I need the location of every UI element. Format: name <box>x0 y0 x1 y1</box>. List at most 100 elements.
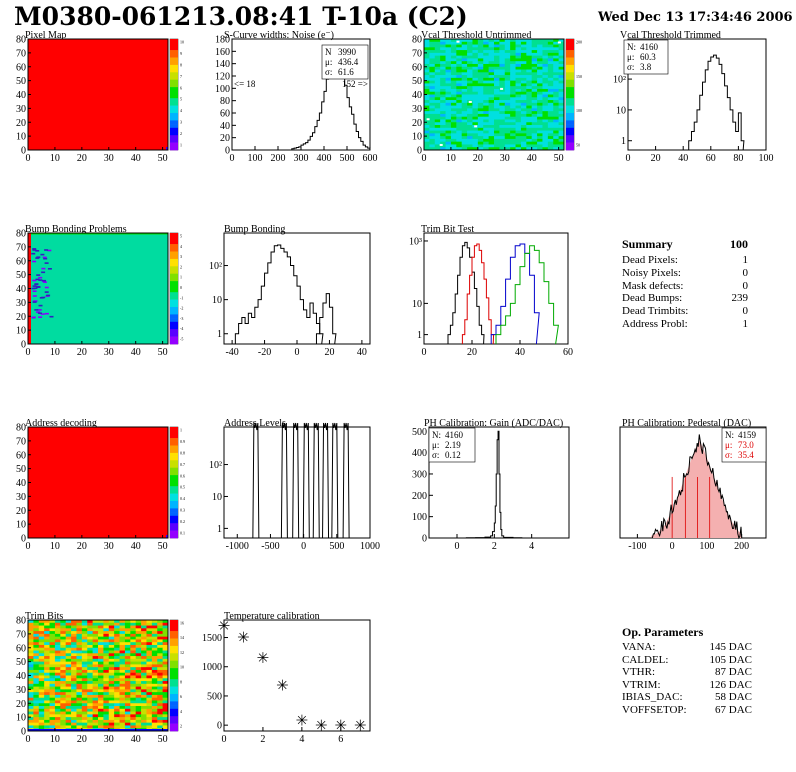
heatmap-cell <box>547 97 554 101</box>
heatmap-cell <box>477 72 484 76</box>
heatmap-cell <box>456 130 462 134</box>
heatmap-cell <box>71 675 77 679</box>
histogram-line <box>315 293 337 345</box>
heatmap-cell <box>472 88 479 93</box>
heatmap-cell <box>526 125 532 129</box>
heatmap-cell <box>44 633 50 637</box>
heatmap-cell <box>98 667 104 671</box>
y-tick-label: 60 <box>16 256 26 267</box>
heatmap-cell <box>456 119 462 123</box>
heatmap-cell <box>461 102 468 106</box>
color-scale-band <box>170 497 178 502</box>
dead-bump <box>37 309 42 311</box>
color-scale-band <box>170 716 178 721</box>
heatmap-cell <box>450 113 457 117</box>
y-tick-label: 10³ <box>409 236 422 247</box>
heatmap-cell <box>33 678 40 682</box>
heatmap-cell <box>488 111 495 115</box>
heatmap-cell <box>92 633 99 637</box>
heatmap-cell <box>38 692 45 696</box>
heatmap-cell <box>450 50 457 54</box>
heatmap-cell <box>87 672 93 676</box>
address-peak <box>292 422 300 539</box>
heatmap-cell <box>151 653 158 657</box>
heatmap-cell <box>135 639 142 643</box>
heatmap-cell <box>81 719 88 723</box>
chart-title: Vcal Threshold Untrimmed <box>421 30 531 41</box>
heatmap-cell <box>38 633 45 637</box>
color-scale-label: 6 <box>180 85 182 90</box>
heatmap-cell <box>92 717 99 721</box>
heatmap-cell <box>515 141 522 145</box>
x-tick-label: 30 <box>104 153 114 164</box>
heatmap-cell <box>440 50 446 54</box>
heatmap-cell <box>135 656 142 660</box>
heatmap-cell <box>108 650 115 654</box>
heatmap-cell <box>157 669 163 674</box>
heatmap-cell <box>520 41 527 45</box>
heatmap-cell <box>499 75 506 79</box>
heatmap-cell <box>456 116 462 120</box>
heatmap-cell <box>467 113 473 117</box>
data-point: ✳ <box>276 678 289 694</box>
heatmap-cell <box>87 625 93 629</box>
color-scale-label: 8 <box>180 679 182 684</box>
heatmap-cell <box>135 647 142 651</box>
heatmap-cell <box>510 75 516 79</box>
color-scale-band <box>170 445 178 450</box>
heatmap-cell <box>76 625 83 629</box>
color-scale-band <box>170 336 178 341</box>
heatmap-cell <box>157 706 163 710</box>
heatmap-cell <box>49 669 56 674</box>
heatmap-cell <box>81 642 88 646</box>
heatmap-cell <box>429 44 436 48</box>
color-scale-label: -4 <box>180 326 183 331</box>
heatmap-cell <box>98 661 104 665</box>
heatmap-cell <box>531 113 538 117</box>
heatmap-cell <box>477 111 484 115</box>
heatmap-cell <box>141 647 147 651</box>
heatmap-cell <box>141 625 147 629</box>
heatmap-cell <box>49 686 56 690</box>
histogram-line <box>688 54 745 151</box>
color-scale-band <box>170 120 178 125</box>
heatmap-cell <box>71 683 77 687</box>
heatmap-cell <box>162 686 169 690</box>
heatmap-cell <box>54 628 61 632</box>
heatmap-cell <box>515 63 522 68</box>
summary-row: Mask defects: 0 <box>622 280 748 293</box>
heatmap-cell <box>553 113 559 117</box>
color-scale-band <box>170 526 178 531</box>
heatmap-cell <box>477 88 484 93</box>
color-scale-band <box>170 50 178 55</box>
heatmap-cell <box>547 138 554 142</box>
heatmap-cell <box>124 717 131 721</box>
heatmap-cell <box>162 661 169 665</box>
color-scale-band <box>170 660 178 665</box>
heatmap-cell <box>38 714 45 718</box>
heatmap-cell <box>103 658 110 662</box>
heatmap-cell <box>467 130 473 134</box>
heatmap-cell <box>510 39 516 43</box>
heatmap-cell <box>49 711 56 715</box>
heatmap-cell <box>92 631 99 635</box>
heatmap-cell <box>461 66 468 70</box>
heatmap-cell <box>434 147 441 151</box>
heatmap-cell <box>526 97 532 101</box>
heatmap-cell <box>108 642 115 646</box>
heatmap-cell <box>38 622 45 626</box>
x-tick-label: 100 <box>248 153 263 164</box>
heatmap-cell <box>151 628 158 632</box>
heatmap-cell <box>547 77 554 81</box>
dead-bump <box>35 250 40 252</box>
heatmap-cell <box>424 127 430 131</box>
heatmap-cell <box>520 141 527 145</box>
heatmap-cell <box>38 664 45 668</box>
heatmap-cell <box>483 127 489 131</box>
heatmap-cell <box>515 147 522 151</box>
heatmap-cell <box>108 636 115 640</box>
heatmap-cell <box>146 633 153 637</box>
heatmap-cell <box>49 642 56 646</box>
heatmap-cell <box>119 714 126 718</box>
heatmap-cell <box>87 697 93 701</box>
